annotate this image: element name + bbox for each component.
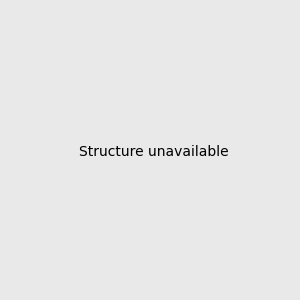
- Text: Structure unavailable: Structure unavailable: [79, 145, 229, 158]
